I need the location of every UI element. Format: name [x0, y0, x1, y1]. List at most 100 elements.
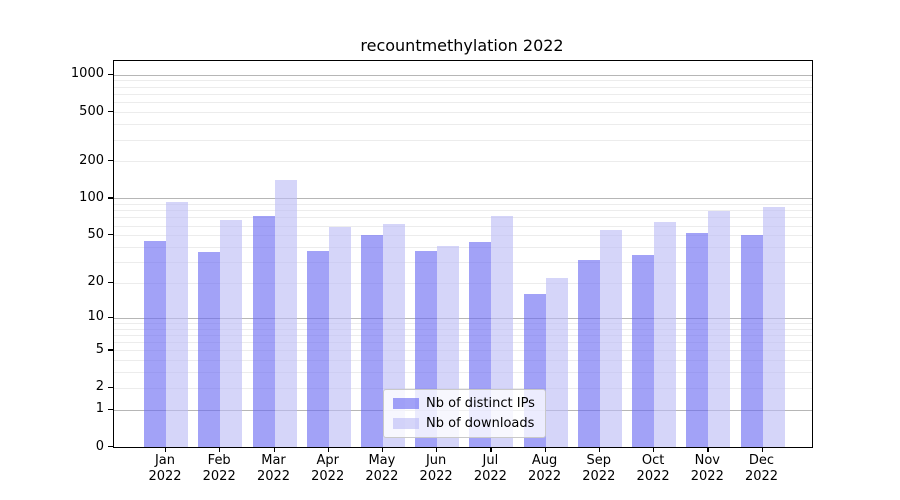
bar-downloads-mar: [274, 180, 297, 447]
gridline-minor: [114, 246, 812, 248]
gridline-minor: [114, 225, 812, 227]
gridline-minor: [114, 235, 812, 237]
y-tick-mark: [108, 349, 113, 351]
bar-distinct-ips-mar: [252, 215, 275, 447]
x-tick-mark: [436, 447, 438, 453]
y-tick-label: 200: [79, 152, 104, 168]
bar-distinct-ips-sep: [577, 260, 600, 447]
x-tick-label-may: May 2022: [365, 453, 399, 484]
legend-item-distinct-ips: Nb of distinct IPs: [393, 396, 545, 411]
y-tick-label: 500: [79, 103, 104, 119]
x-tick-mark: [707, 447, 709, 453]
y-tick-label: 1: [95, 401, 104, 417]
y-tick-label: 1000: [70, 66, 104, 82]
x-tick-mark: [490, 447, 492, 453]
bar-downloads-dec: [762, 207, 785, 447]
x-tick-label-apr: Apr 2022: [311, 453, 345, 484]
x-tick-label-dec: Dec 2022: [744, 453, 779, 484]
x-tick-mark: [544, 447, 546, 453]
y-tick-label: 100: [79, 189, 104, 205]
bar-downloads-oct: [654, 222, 677, 447]
x-tick-mark: [598, 447, 601, 453]
gridline-minor: [114, 322, 812, 324]
x-tick-mark: [381, 447, 384, 453]
gridline-minor: [114, 203, 812, 205]
y-tick-mark: [108, 234, 113, 236]
x-tick-label-sep: Sep 2022: [582, 453, 616, 484]
y-tick-label: 20: [87, 274, 104, 290]
x-tick-label-aug: Aug 2022: [528, 453, 562, 484]
gridline-minor: [114, 372, 812, 374]
bar-distinct-ips-apr: [306, 251, 329, 447]
gridline-minor: [114, 112, 812, 113]
bar-distinct-ips-oct: [632, 255, 655, 447]
gridline-minor: [114, 282, 812, 284]
gridline-minor: [114, 139, 812, 141]
x-tick-label-jun: Jun 2022: [419, 453, 453, 484]
x-tick-label-feb: Feb 2022: [202, 453, 236, 484]
y-tick-label: 50: [87, 226, 104, 242]
bar-distinct-ips-jan: [144, 240, 166, 447]
x-tick-label-jan: Jan 2022: [148, 453, 182, 484]
gridline-minor: [114, 80, 812, 82]
bar-downloads-nov: [708, 210, 731, 447]
legend-label-distinct-ips: Nb of distinct IPs: [426, 396, 535, 412]
x-tick-mark: [327, 447, 329, 453]
bar-downloads-sep: [599, 230, 622, 447]
y-tick-mark: [108, 446, 113, 448]
gridline-minor: [114, 262, 812, 263]
x-tick-label-mar: Mar 2022: [256, 453, 291, 484]
y-tick-mark: [108, 73, 113, 75]
bar-downloads-apr: [328, 227, 351, 447]
gridline-minor: [114, 387, 812, 389]
gridline-minor: [114, 342, 812, 344]
y-tick-mark: [108, 386, 113, 389]
bar-distinct-ips-may: [360, 235, 383, 447]
y-tick-mark: [108, 160, 113, 162]
gridline-minor: [114, 93, 812, 95]
x-tick-label-jul: Jul 2022: [473, 453, 507, 484]
x-tick-mark: [273, 447, 275, 453]
bar-downloads-jan: [166, 201, 188, 447]
gridline-minor: [114, 334, 812, 336]
chart-title: recountmethylation 2022: [360, 36, 564, 55]
bar-distinct-ips-nov: [686, 233, 709, 447]
y-tick-mark: [108, 408, 113, 410]
y-tick-label: 10: [87, 309, 104, 325]
bar-distinct-ips-feb: [198, 252, 221, 447]
gridline-minor: [114, 102, 812, 104]
y-tick-label: 2: [95, 379, 104, 395]
legend: Nb of distinct IPs Nb of downloads: [383, 389, 546, 438]
legend-swatch-downloads: [393, 417, 419, 429]
y-tick-mark: [108, 111, 113, 113]
x-tick-label-nov: Nov 2022: [690, 453, 724, 484]
gridline-minor: [114, 161, 812, 163]
legend-swatch-distinct-ips: [393, 398, 419, 410]
gridline-minor: [114, 350, 812, 352]
bar-distinct-ips-dec: [740, 235, 763, 447]
gridline-minor: [114, 217, 812, 219]
x-tick-mark: [653, 447, 655, 453]
x-tick-mark: [219, 447, 221, 453]
y-tick-mark: [108, 316, 113, 319]
x-tick-mark: [761, 447, 763, 453]
x-tick-mark: [165, 447, 167, 453]
gridline-minor: [114, 210, 812, 212]
y-tick-mark: [108, 197, 113, 199]
gridline-minor: [114, 328, 812, 330]
gridline-minor: [114, 86, 812, 88]
gridline-minor: [114, 360, 812, 362]
gridline-minor: [114, 124, 812, 125]
y-tick-mark: [108, 281, 113, 284]
gridline-major: [114, 74, 812, 76]
bar-downloads-feb: [220, 220, 243, 447]
gridline-major: [114, 317, 812, 319]
legend-label-downloads: Nb of downloads: [426, 415, 535, 431]
x-tick-label-oct: Oct 2022: [636, 453, 670, 484]
y-tick-label: 5: [95, 341, 104, 357]
y-tick-label: 0: [95, 438, 104, 454]
legend-item-downloads: Nb of downloads: [393, 416, 545, 431]
gridline-major: [114, 198, 812, 200]
bar-downloads-aug: [545, 278, 568, 447]
